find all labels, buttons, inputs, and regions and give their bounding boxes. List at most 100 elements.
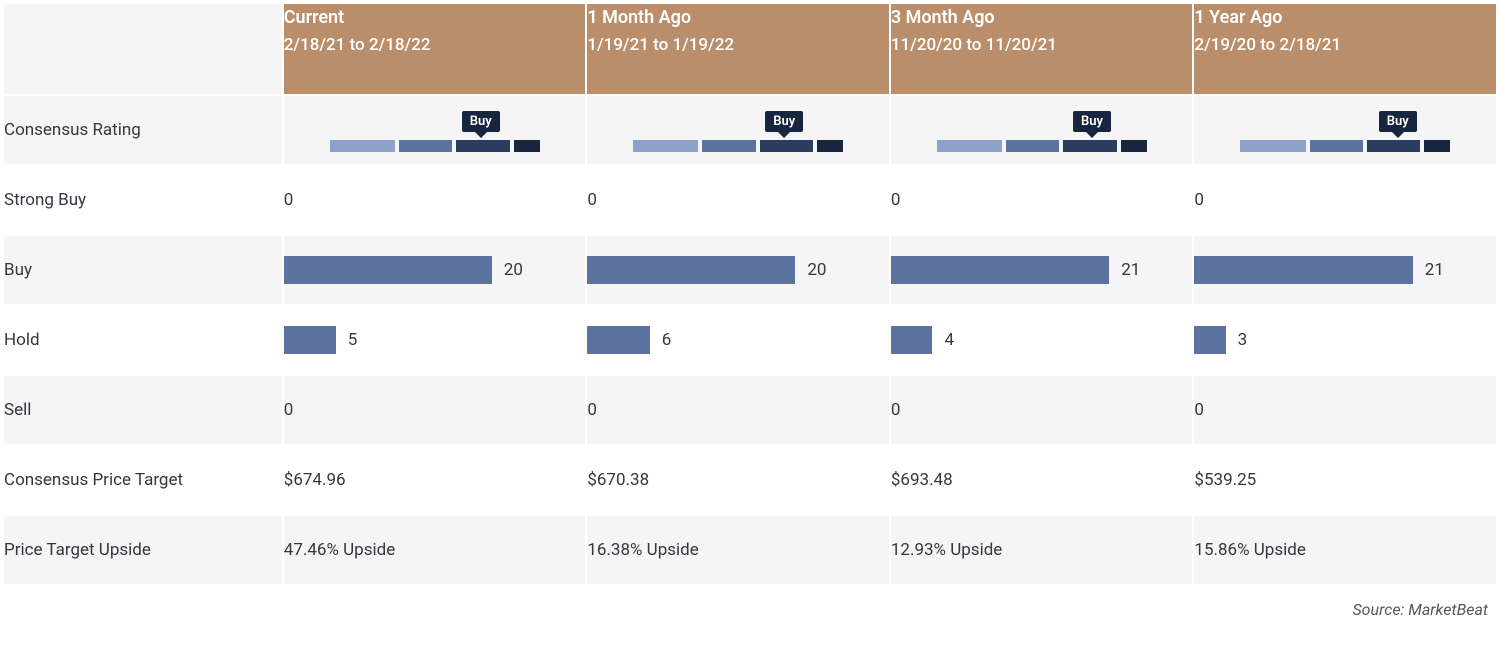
count-bar: 0: [284, 166, 586, 234]
table-row: Buy20202121: [4, 236, 1496, 304]
row-label: Consensus Price Target: [4, 446, 282, 514]
cell: 0: [284, 376, 586, 444]
consensus-gauge: Buy: [891, 96, 1193, 164]
gauge-marker-label: Buy: [765, 111, 803, 132]
count-bar-fill: [587, 326, 649, 354]
cell: 6: [587, 306, 889, 374]
count-bar-value: 20: [807, 260, 826, 280]
count-bar: 0: [587, 166, 889, 234]
count-bar-value: 6: [662, 330, 672, 350]
cell: 3: [1194, 306, 1496, 374]
cell: 20: [587, 236, 889, 304]
cell: 16.38% Upside: [587, 516, 889, 584]
count-bar-value: 0: [284, 190, 294, 210]
ratings-table: Current2/18/21 to 2/18/221 Month Ago1/19…: [2, 2, 1498, 586]
row-label: Sell: [4, 376, 282, 444]
cell-text: 47.46% Upside: [284, 540, 395, 560]
cell: 0: [1194, 166, 1496, 234]
chevron-down-icon: [475, 132, 487, 138]
gauge-marker: Buy: [462, 111, 500, 138]
cell: 4: [891, 306, 1193, 374]
source-line: Source: MarketBeat: [2, 586, 1498, 625]
count-bar-fill: [1194, 256, 1412, 284]
count-bar: 6: [587, 306, 889, 374]
gauge-segment: [760, 140, 813, 152]
consensus-gauge: Buy: [1194, 96, 1496, 164]
gauge-segment: [1006, 140, 1059, 152]
gauge-marker: Buy: [1379, 111, 1417, 138]
header-title: Current: [284, 4, 586, 32]
table-row: Sell0000: [4, 376, 1496, 444]
table-row: Consensus Price Target$674.96 $670.38$693…: [4, 446, 1496, 514]
count-bar-value: 0: [587, 190, 597, 210]
count-bar: 4: [891, 306, 1193, 374]
cell: 47.46% Upside: [284, 516, 586, 584]
header-title: 3 Month Ago: [891, 4, 1193, 32]
cell: Buy: [587, 96, 889, 164]
header-col: 1 Month Ago1/19/21 to 1/19/22: [587, 4, 889, 94]
gauge-marker-label: Buy: [1073, 111, 1111, 132]
cell: $670.38: [587, 446, 889, 514]
count-bar-fill: [284, 256, 492, 284]
cell: 21: [891, 236, 1193, 304]
cell: 0: [1194, 376, 1496, 444]
gauge-segment: [1121, 140, 1147, 152]
gauge-segment: [514, 140, 540, 152]
count-bar-fill: [1194, 326, 1225, 354]
chevron-down-icon: [778, 132, 790, 138]
cell: 15.86% Upside: [1194, 516, 1496, 584]
table-row: Price Target Upside47.46% Upside16.38% U…: [4, 516, 1496, 584]
gauge-segment: [702, 140, 755, 152]
cell: $539.25: [1194, 446, 1496, 514]
count-bar-value: 4: [944, 330, 954, 350]
gauge-segment: [1240, 140, 1305, 152]
cell: Buy: [284, 96, 586, 164]
count-bar-fill: [891, 256, 1109, 284]
count-bar: 21: [891, 236, 1193, 304]
gauge-segment: [937, 140, 1002, 152]
count-bar: 3: [1194, 306, 1496, 374]
header-subtitle: 11/20/20 to 11/20/21: [891, 32, 1193, 58]
cell: $693.48: [891, 446, 1193, 514]
cell: 21: [1194, 236, 1496, 304]
count-bar: 0: [284, 376, 586, 444]
cell: 0: [587, 166, 889, 234]
gauge-marker-label: Buy: [1379, 111, 1417, 132]
table-row: Consensus Rating Buy Buy Buy Buy: [4, 96, 1496, 164]
count-bar-fill: [587, 256, 795, 284]
cell: Buy: [891, 96, 1193, 164]
gauge-marker-label: Buy: [462, 111, 500, 132]
count-bar-value: 3: [1238, 330, 1248, 350]
chevron-down-icon: [1086, 132, 1098, 138]
cell-text: 12.93% Upside: [891, 540, 1002, 560]
count-bar-value: 21: [1425, 260, 1444, 280]
gauge-marker: Buy: [765, 111, 803, 138]
count-bar-value: 0: [587, 400, 597, 420]
count-bar-value: 0: [1194, 400, 1204, 420]
header-title: 1 Month Ago: [587, 4, 889, 32]
consensus-gauge: Buy: [587, 96, 889, 164]
gauge-segment: [456, 140, 509, 152]
cell: 5: [284, 306, 586, 374]
count-bar: 0: [1194, 376, 1496, 444]
cell-text: $674.96: [284, 470, 346, 490]
count-bar: 20: [284, 236, 586, 304]
count-bar-value: 0: [891, 190, 901, 210]
gauge-segment: [1367, 140, 1420, 152]
count-bar-value: 0: [1194, 190, 1204, 210]
count-bar-value: 0: [284, 400, 294, 420]
table-row: Hold 5 6 4 3: [4, 306, 1496, 374]
cell: 0: [891, 376, 1193, 444]
count-bar: 21: [1194, 236, 1496, 304]
gauge-segment: [1063, 140, 1116, 152]
header-col: Current2/18/21 to 2/18/22: [284, 4, 586, 94]
row-label: Consensus Rating: [4, 96, 282, 164]
count-bar-value: 5: [348, 330, 358, 350]
gauge-segment: [1424, 140, 1450, 152]
header-subtitle: 2/19/20 to 2/18/21: [1194, 32, 1496, 58]
header-corner: [4, 4, 282, 94]
row-label: Hold: [4, 306, 282, 374]
cell: Buy: [1194, 96, 1496, 164]
gauge-segment: [330, 140, 395, 152]
header-title: 1 Year Ago: [1194, 4, 1496, 32]
